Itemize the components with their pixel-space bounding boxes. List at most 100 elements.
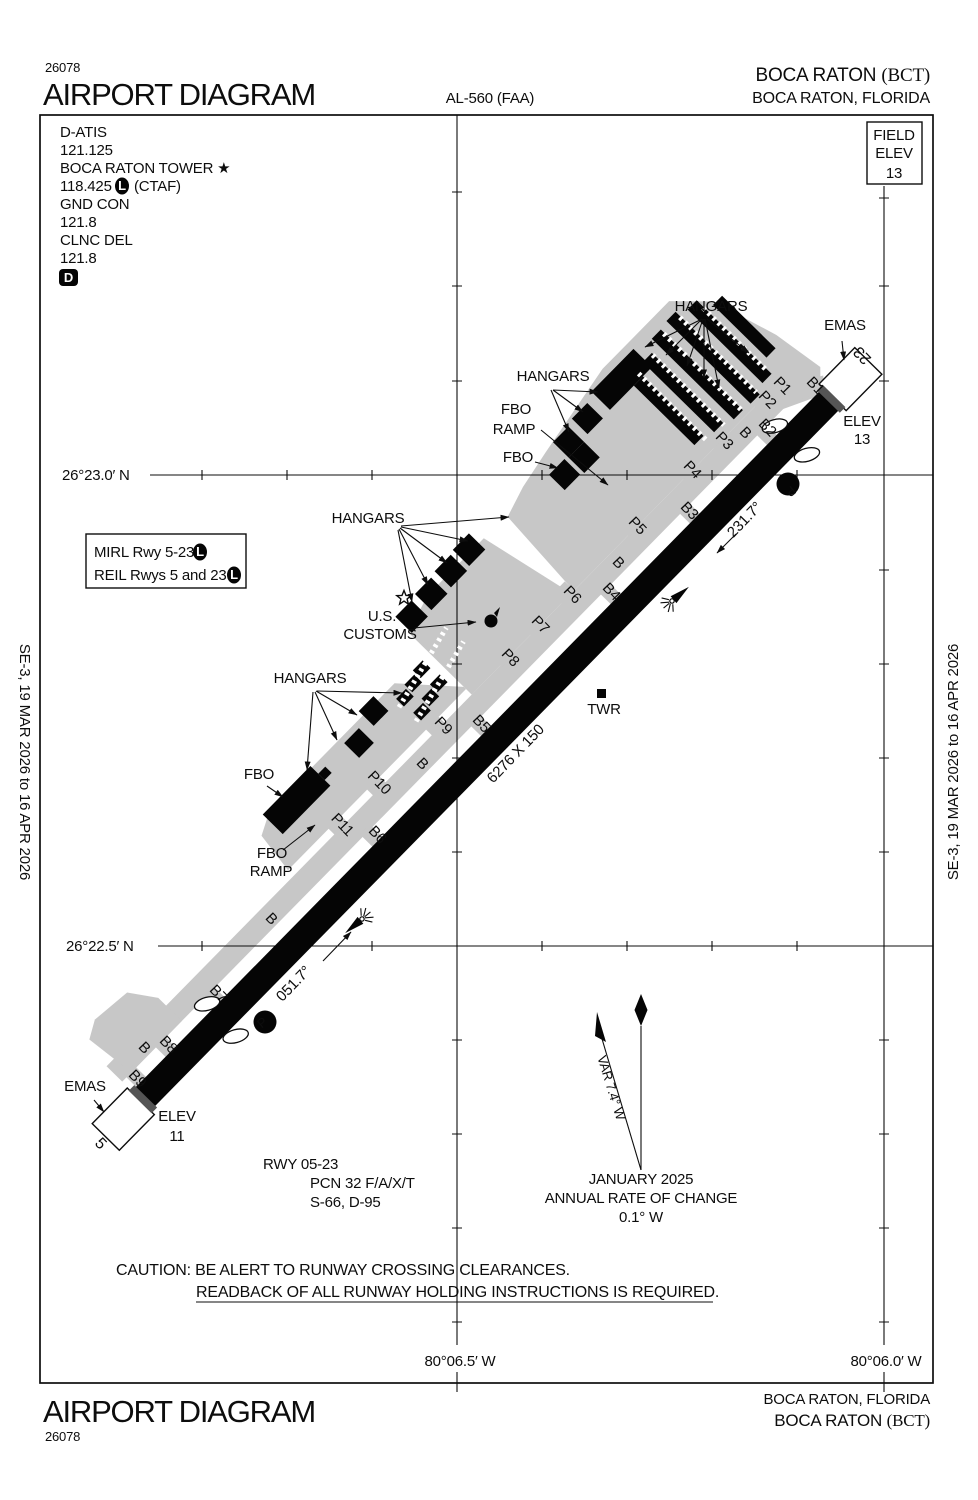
parking-symbol-ne xyxy=(776,472,800,496)
hangar-row xyxy=(651,329,743,420)
hangars-label-w: HANGARS xyxy=(332,510,405,527)
field-elev-value: 13 xyxy=(886,165,902,182)
elev-23-value: 13 xyxy=(854,431,870,448)
hangar-row xyxy=(633,376,704,446)
meridian-east-ticks xyxy=(879,197,889,1323)
elev-5-value: 11 xyxy=(169,1128,184,1145)
runway-loop-symbols xyxy=(193,418,821,1044)
svg-text:L: L xyxy=(196,544,204,559)
fbo-label-s: FBO xyxy=(244,766,274,783)
map-labels: HANGARSHANGARSHANGARSHANGARSFBORAMPFBOU.… xyxy=(64,298,881,1153)
emas-junction-southwest xyxy=(128,1085,158,1114)
us-customs-point-icon xyxy=(484,607,500,628)
us-customs-label-1: U.S. xyxy=(368,608,396,625)
rwy-note-strength: S-66, D-95 xyxy=(310,1194,381,1211)
hangars-label-sw: HANGARS xyxy=(274,670,347,687)
fbo-ramp-label-s-1: FBO xyxy=(257,845,287,862)
fbo-label-n: FBO xyxy=(503,449,533,466)
tower-label: TWR xyxy=(587,701,621,718)
hangar-building xyxy=(414,577,448,611)
gnd-freq: 121.8 xyxy=(60,214,97,231)
heading-arrow-23 xyxy=(716,533,737,554)
variation-rate: 0.1° W xyxy=(619,1209,664,1226)
elev-23-label: ELEV xyxy=(843,413,881,430)
tower-freq: 118.425 xyxy=(60,178,112,195)
beacon-icon xyxy=(394,588,414,606)
margin-note-right: SE-3, 19 MAR 2026 to 16 APR 2026 xyxy=(945,644,962,880)
lighted-icon xyxy=(115,177,129,195)
taxiway-b-southwest-end xyxy=(89,992,182,1073)
variation-date: JANUARY 2025 xyxy=(589,1171,694,1188)
airport-name-bottom: BOCA RATON (BCT) xyxy=(774,1411,930,1430)
tower-building xyxy=(597,689,606,698)
emas-junction-northeast xyxy=(816,384,846,413)
lighting-box: MIRL Rwy 5-23 L REIL Rwys 5 and 23 L xyxy=(85,533,247,589)
clnc-label: CLNC DEL xyxy=(60,232,133,249)
longitude-border-ticks xyxy=(456,1372,885,1392)
airport-city-top: BOCA RATON, FLORIDA xyxy=(752,90,930,107)
lighted-icon-letter: L xyxy=(118,178,126,193)
caution-note-2: READBACK OF ALL RUNWAY HOLDING INSTRUCTI… xyxy=(196,1284,719,1301)
hangar-buildings xyxy=(262,295,776,835)
latitude-label-south: 26°22.5′ N xyxy=(66,938,134,955)
reil-note: REIL Rwys 5 and 23 xyxy=(94,567,227,584)
datis-icon-letter: D xyxy=(64,270,73,285)
clnc-freq: 121.8 xyxy=(60,250,97,267)
true-north-arrowhead xyxy=(634,994,648,1026)
lighted-icon xyxy=(193,543,207,561)
longitude-label-east: 80°06.0′ W xyxy=(850,1353,922,1370)
taxiway-b xyxy=(106,385,792,1082)
hangar-building xyxy=(344,728,374,758)
hangar-building xyxy=(591,348,653,410)
plate-number-bottom: 26078 xyxy=(45,1429,80,1444)
apron-southwest xyxy=(261,683,467,871)
field-elev-box xyxy=(866,121,923,185)
hangar-row xyxy=(712,295,776,358)
longitude-label-west: 80°06.5′ W xyxy=(424,1353,496,1370)
rwy-note-pcn: PCN 32 F/A/X/T xyxy=(310,1175,415,1192)
tiedown-texture-sw xyxy=(396,626,466,723)
hangar-building xyxy=(552,426,585,458)
procedure-id: AL-560 (FAA) xyxy=(446,90,535,107)
datis-freq: 121.125 xyxy=(60,142,113,159)
mirl-note: MIRL Rwy 5-23 xyxy=(94,544,194,561)
magnetic-north-arrowhead xyxy=(595,1012,606,1042)
airport-city-bottom: BOCA RATON, FLORIDA xyxy=(763,1391,930,1408)
rwy-note-title: RWY 05-23 xyxy=(263,1156,338,1173)
hangar-building xyxy=(395,600,428,633)
hangar-row xyxy=(642,352,724,433)
tower-name: BOCA RATON TOWER ★ xyxy=(60,160,230,177)
elev-5-label: ELEV xyxy=(158,1108,196,1125)
variation-rate-label: ANNUAL RATE OF CHANGE xyxy=(545,1190,738,1207)
tiedown-texture xyxy=(636,306,767,442)
airport-name-top: BOCA RATON (BCT) xyxy=(755,65,930,86)
chart-border xyxy=(39,114,934,1384)
caution-note-1: CAUTION: BE ALERT TO RUNWAY CROSSING CLE… xyxy=(116,1262,570,1279)
hangar-building xyxy=(358,696,389,726)
ctaf-label: (CTAF) xyxy=(134,178,181,195)
hangars-label-e: HANGARS xyxy=(517,368,590,385)
parking-symbol-sw xyxy=(253,1010,277,1034)
windsock-icon-sw xyxy=(345,907,374,934)
airport-features xyxy=(91,295,883,1152)
hangar-building xyxy=(568,441,600,474)
comms-block: D-ATIS 121.125 BOCA RATON TOWER ★ 118.42… xyxy=(59,124,231,286)
heading-arrow-5 xyxy=(322,931,352,962)
datis-label: D-ATIS xyxy=(60,124,107,141)
plate-number-top: 26078 xyxy=(45,60,80,75)
parallel-north-ticks xyxy=(201,470,798,480)
emas-label-sw: EMAS xyxy=(64,1078,106,1095)
page-title-bottom: AIRPORT DIAGRAM xyxy=(43,1394,315,1429)
page-title-top: AIRPORT DIAGRAM xyxy=(43,77,315,112)
field-elev-line2: ELEV xyxy=(875,145,913,162)
emas-label-ne: EMAS xyxy=(824,317,866,334)
windsock-icon-ne xyxy=(660,586,689,613)
fbo-ramp-label-n-2: RAMP xyxy=(493,421,536,438)
latitude-label-north: 26°23.0′ N xyxy=(62,467,130,484)
runway-5-number: 5 xyxy=(91,1135,109,1153)
fbo-ramp-label-s-2: RAMP xyxy=(250,863,293,880)
runway-5-23 xyxy=(135,387,843,1107)
annotation-arrows xyxy=(93,318,847,1113)
